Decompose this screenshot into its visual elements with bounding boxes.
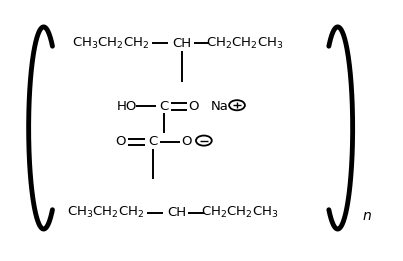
- Text: n: n: [363, 209, 372, 223]
- Text: O: O: [115, 135, 126, 148]
- Text: O: O: [188, 100, 199, 113]
- Text: CH$_3$CH$_2$CH$_2$: CH$_3$CH$_2$CH$_2$: [72, 36, 150, 51]
- Text: CH$_2$CH$_2$CH$_3$: CH$_2$CH$_2$CH$_3$: [206, 36, 284, 51]
- Text: C: C: [159, 100, 168, 113]
- Text: CH: CH: [167, 206, 186, 219]
- Text: CH$_2$CH$_2$CH$_3$: CH$_2$CH$_2$CH$_3$: [201, 205, 278, 220]
- Text: O: O: [182, 135, 192, 148]
- Text: Na: Na: [210, 100, 228, 113]
- Text: CH$_3$CH$_2$CH$_2$: CH$_3$CH$_2$CH$_2$: [67, 205, 144, 220]
- Text: CH: CH: [172, 37, 191, 50]
- Text: C: C: [149, 135, 158, 148]
- Text: HO: HO: [116, 100, 137, 113]
